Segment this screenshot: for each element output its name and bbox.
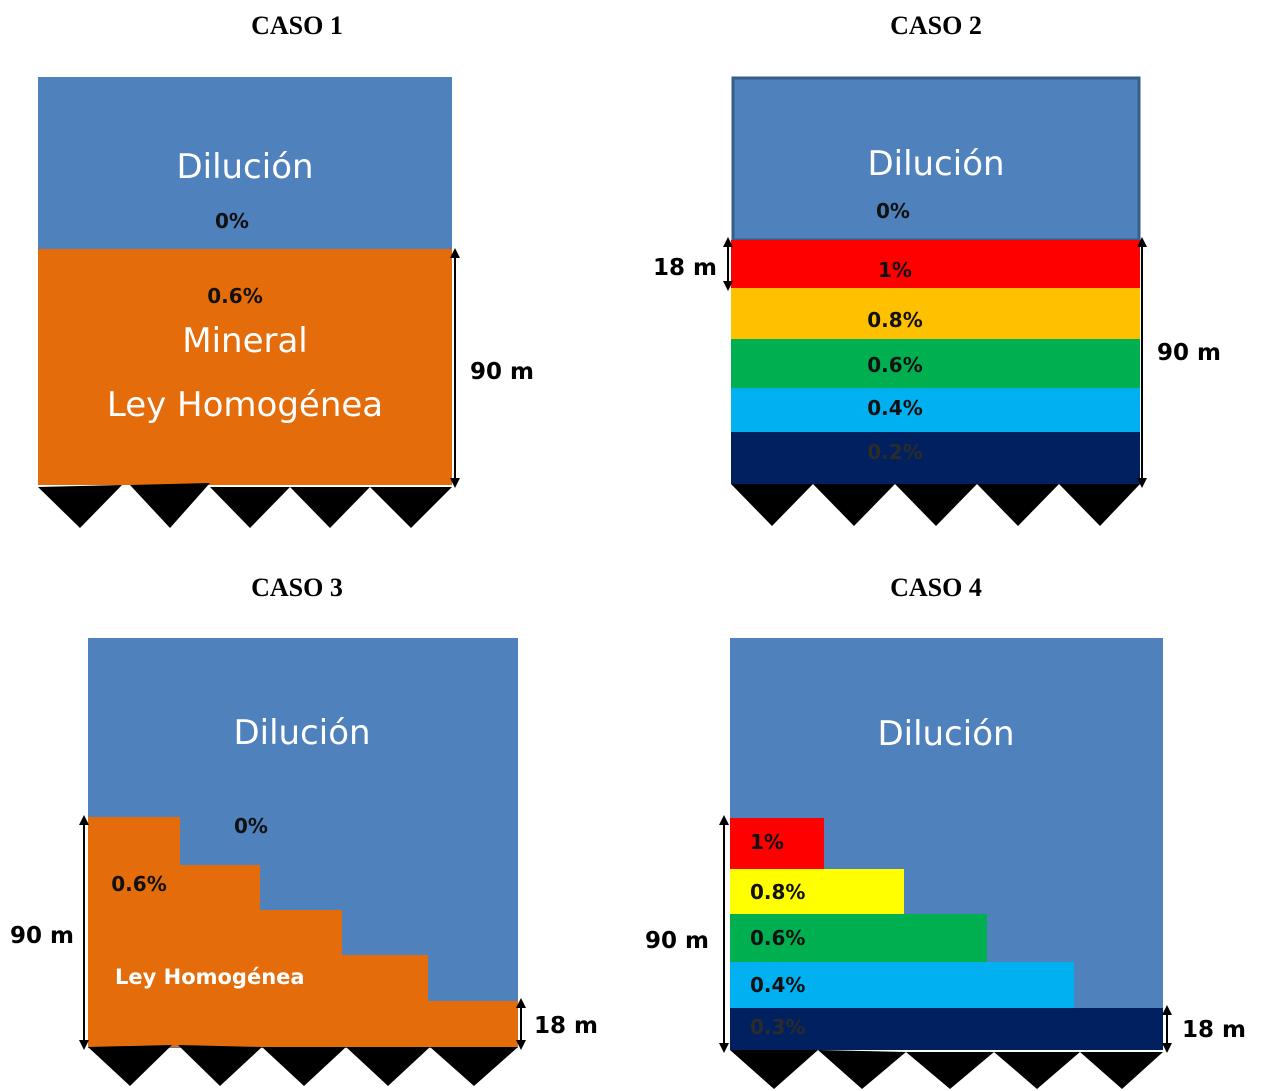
case-4-dilution-label: Dilución	[877, 714, 1014, 754]
drawpoint-icon	[906, 1052, 994, 1089]
drawpoint-icon	[977, 484, 1059, 526]
case-4-step-label: 18 m	[1182, 1017, 1246, 1043]
case-4-layer-4	[730, 962, 1074, 1008]
case-4-layer-5-grade: 0.3%	[750, 1015, 805, 1039]
case-1-title: CASO 1	[251, 11, 343, 40]
case-3-title: CASO 3	[251, 573, 343, 602]
case-2-layer-2	[731, 288, 1140, 339]
case-2-drawpoints	[731, 484, 1140, 526]
case-4-layer-1-grade: 1%	[750, 830, 784, 854]
case-2-layer-4	[731, 388, 1140, 432]
case-4-layer-3	[730, 914, 987, 962]
case-2-title: CASO 2	[890, 11, 982, 40]
case-4-title: CASO 4	[890, 573, 982, 602]
case-1-panel: CASO 1 Dilución 0% 0.6% Mineral Ley Homo…	[38, 11, 534, 528]
case-2-layer-3	[731, 339, 1140, 388]
case-3-dilution-grade: 0%	[234, 814, 268, 838]
drawpoint-icon	[730, 1050, 818, 1089]
case-4-layer-2-grade: 0.8%	[750, 880, 805, 904]
drawpoint-icon	[813, 484, 895, 526]
case-4-panel: CASO 4 Dilución 1% 0.8% 0.6% 0.4% 0.3% 9…	[645, 573, 1246, 1089]
case-3-drawpoints	[88, 1045, 518, 1086]
case-2-panel: CASO 2 Dilución 0% 1% 0.8% 0.6% 0.4% 0.2…	[653, 11, 1221, 526]
case-2-dilution-grade: 0%	[876, 199, 910, 223]
drawpoint-icon	[731, 484, 813, 526]
drawpoint-icon	[818, 1050, 906, 1089]
case-4-layer-5	[730, 1008, 1163, 1050]
drawpoint-icon	[262, 1047, 346, 1086]
case-4-height-label: 90 m	[645, 928, 709, 954]
case-3-step-label: 18 m	[534, 1013, 598, 1039]
drawpoint-icon	[130, 483, 210, 528]
case-1-height-label: 90 m	[470, 359, 534, 385]
drawpoint-icon	[210, 487, 290, 528]
drawpoint-icon	[346, 1047, 430, 1086]
case-2-layer-1-grade: 1%	[878, 258, 912, 282]
case-2-layer-4-grade: 0.4%	[867, 396, 922, 420]
case-2-layer-5-grade: 0.2%	[867, 440, 922, 464]
case-2-layer-1	[731, 240, 1140, 288]
case-4-layer-3-grade: 0.6%	[750, 926, 805, 950]
case-4-layer-1	[730, 818, 824, 869]
case-2-dilution-label: Dilución	[867, 144, 1004, 184]
case-1-dilution-block	[38, 77, 452, 249]
case-1-ore-label-line1: Mineral	[182, 321, 308, 361]
case-4-drawpoints	[730, 1050, 1163, 1089]
drawpoint-icon	[994, 1052, 1080, 1089]
case-2-layer-2-grade: 0.8%	[867, 308, 922, 332]
drawpoint-icon	[290, 487, 370, 528]
drawpoint-icon	[370, 487, 452, 528]
case-2-layer-5	[731, 432, 1140, 484]
case-1-ore-label-line2: Ley Homogénea	[107, 385, 383, 425]
case-4-layer-4-grade: 0.4%	[750, 973, 805, 997]
drawpoint-icon	[430, 1047, 518, 1086]
case-3-ore-grade: 0.6%	[111, 872, 166, 896]
drawpoint-icon	[38, 485, 122, 528]
case-1-dilution-label: Dilución	[176, 147, 313, 187]
case-3-height-label: 90 m	[10, 923, 74, 949]
case-3-panel: CASO 3 Dilución 0% 0.6% Ley Homogénea 90…	[10, 573, 598, 1086]
case-1-ore-block	[38, 249, 452, 485]
case-2-height-label: 90 m	[1157, 340, 1221, 366]
case-1-drawpoints	[38, 483, 452, 528]
case-3-ore-staircase	[88, 817, 518, 1047]
drawpoint-icon	[178, 1045, 262, 1086]
drawpoint-icon	[895, 484, 977, 526]
case-4-layer-2	[730, 869, 904, 914]
case-3-dilution-label: Dilución	[233, 713, 370, 753]
case-1-dilution-grade: 0%	[215, 209, 249, 233]
drawpoint-icon	[1059, 484, 1140, 526]
case-2-layer-3-grade: 0.6%	[867, 353, 922, 377]
case-1-ore-grade: 0.6%	[207, 284, 262, 308]
drawpoint-icon	[88, 1045, 172, 1086]
case-3-ore-label: Ley Homogénea	[115, 965, 305, 989]
case-2-layer-height-label: 18 m	[653, 255, 717, 281]
drawpoint-icon	[1080, 1052, 1163, 1089]
